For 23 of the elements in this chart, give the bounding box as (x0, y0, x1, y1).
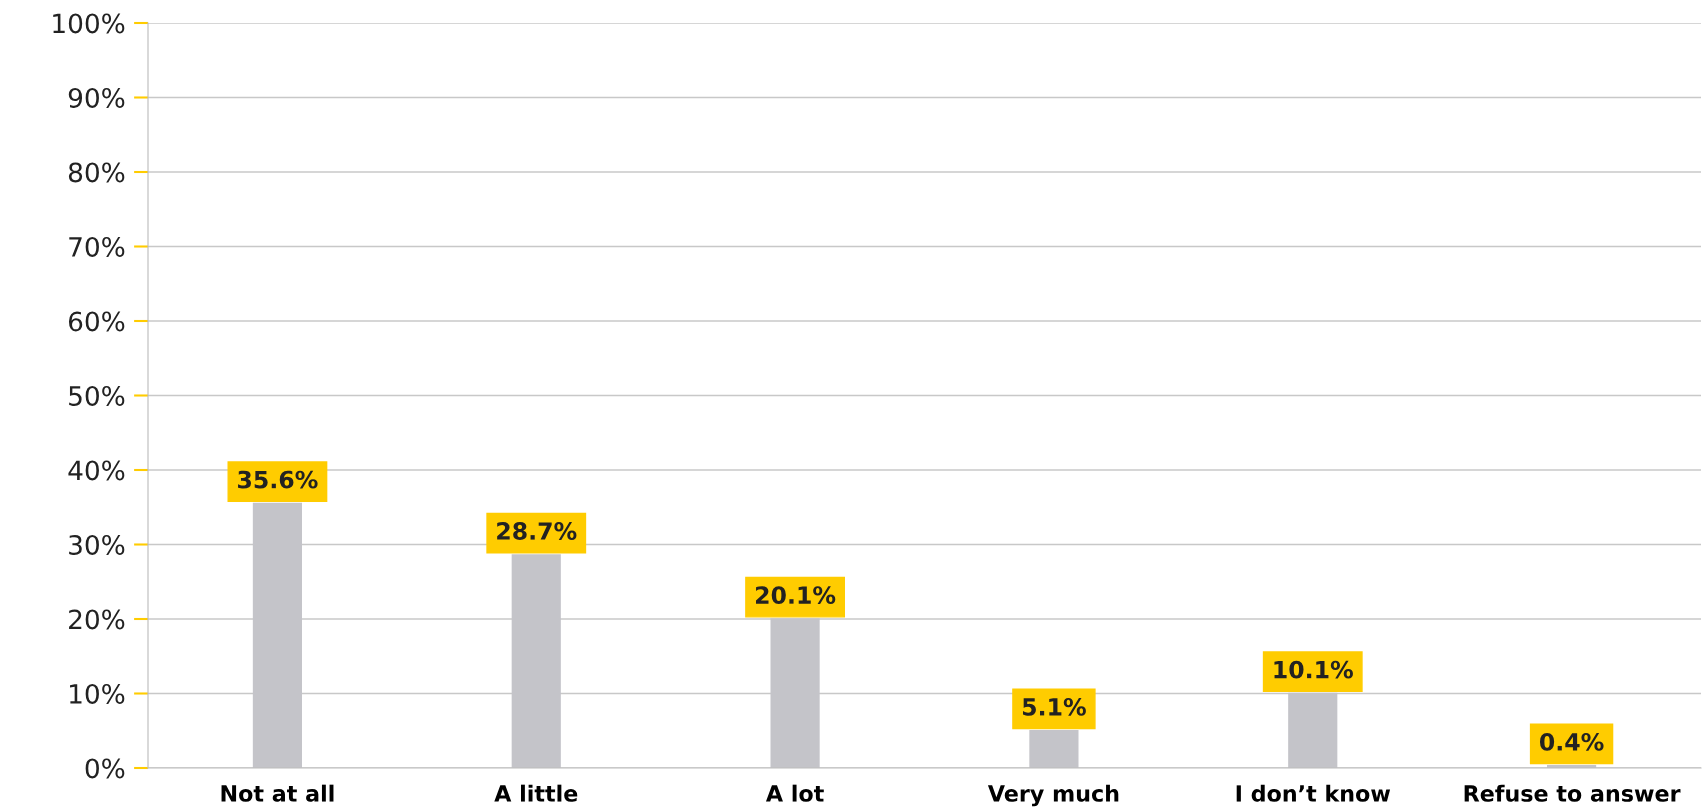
y-tick-label: 70% (69, 236, 125, 257)
x-tick-label: Very much (987, 784, 1119, 807)
y-tick-label: 20% (69, 609, 125, 630)
x-tick-label: I don’t know (1236, 784, 1391, 802)
y-tick-label: 90% (68, 87, 125, 108)
x-tick-label: A lot (765, 784, 824, 802)
y-tick-label: 10% (70, 683, 125, 704)
y-tick-label: 50% (69, 385, 125, 406)
y-tick-label: 40% (68, 460, 125, 481)
data-label: 5.1% (1023, 697, 1086, 716)
data-label: 28.7% (497, 522, 577, 540)
x-tick-label: Refuse to answer (1464, 784, 1681, 802)
y-tick-label: 100% (53, 13, 125, 34)
data-label: 20.1% (755, 586, 836, 604)
data-label: 0.4% (1539, 732, 1604, 751)
data-label: 35.6% (238, 470, 318, 489)
data-label: 10.1% (1274, 660, 1353, 679)
y-tick-label: 80% (68, 162, 125, 183)
x-tick-label: Not at all (221, 784, 334, 802)
y-tick-label: 0% (85, 758, 125, 779)
y-tick-label: 30% (69, 534, 125, 555)
y-tick-label: 60% (68, 311, 125, 332)
x-tick-label: A little (494, 784, 578, 802)
